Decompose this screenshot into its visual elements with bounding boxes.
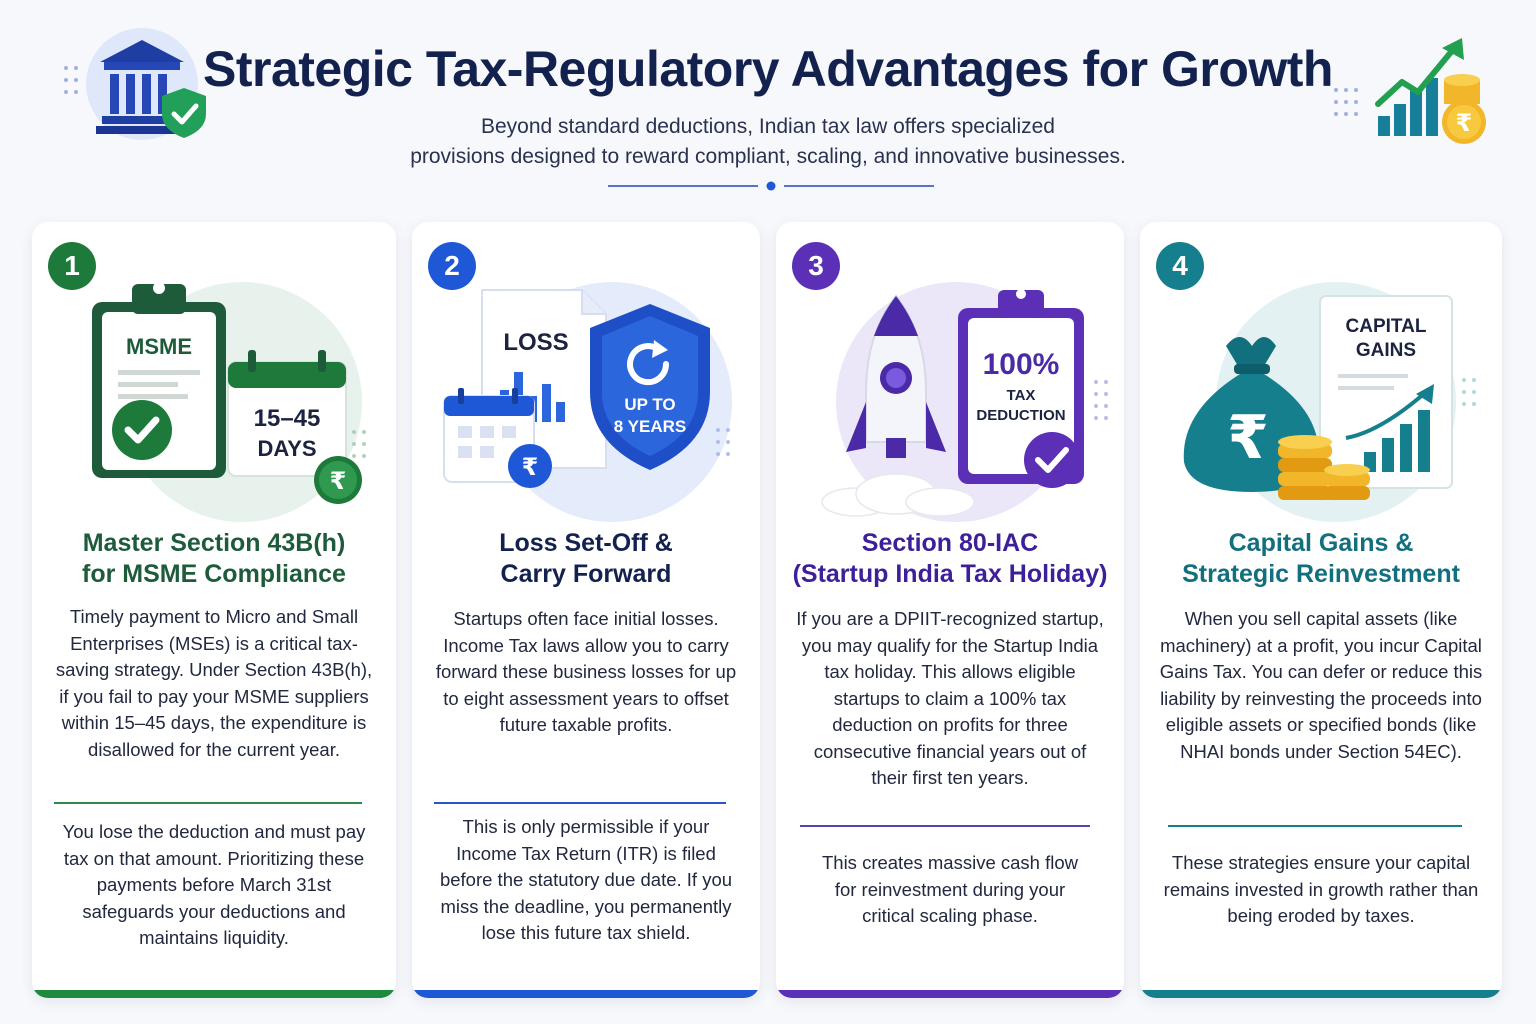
step-number-badge: 2 [428,242,476,290]
msme-illustration: MSME 15–45 DAYS ₹ [92,282,366,522]
card-divider [800,825,1090,827]
card-body: When you sell capital assets (like machi… [1159,608,1483,762]
loss-label: LOSS [503,329,568,356]
step-number-badge: 3 [792,242,840,290]
growth-chart-icon [1319,295,1453,489]
checkmark-icon [1024,432,1080,488]
svg-text:₹: ₹ [1456,109,1473,137]
svg-text:₹: ₹ [330,467,347,495]
card-title-line-2: Strategic Reinvestment [1182,560,1460,588]
capital-gains-illustration: CAPITAL GAINS ₹ [1183,282,1476,522]
step-number-badge: 4 [1156,242,1204,290]
card-loss-carry-forward: 2 LOSS ₹ [412,222,760,998]
card-title-line-1: Loss Set-Off & [499,529,673,557]
card-msme-compliance: 1 MSME 15–45 DAYS ₹ [32,222,396,998]
startup-illustration: 100% TAX DEDUCTION [821,282,1108,522]
card-note: This is only permissible if your Income … [439,816,733,943]
bank-icon [64,28,206,140]
refresh-icon [627,340,670,386]
card-note: This creates massive cash flow for reinv… [821,852,1078,926]
card-title-line-2: (Startup India Tax Holiday) [792,560,1108,588]
card-divider [434,802,726,804]
percent-label: 100% [983,348,1060,381]
loss-illustration: LOSS ₹ UP TO 8 YEARS [443,282,732,522]
capital-gains-label-line-2: GAINS [1356,340,1416,361]
card-accent-bar [412,990,760,998]
step-number-badge: 1 [48,242,96,290]
card-title: Master Section 43B(h) for MSME Complianc… [42,528,386,590]
subtitle-line-2: provisions designed to reward compliant,… [410,145,1126,168]
card-title: Loss Set-Off & Carry Forward [422,528,750,590]
card-body: Timely payment to Micro and Small Enterp… [55,606,373,760]
header-divider [608,181,934,191]
card-title-line-1: Capital Gains & [1228,529,1414,557]
svg-text:₹: ₹ [522,453,539,481]
shield-check-icon [162,88,206,138]
card-accent-bar [32,990,396,998]
days-unit-label: DAYS [257,436,316,461]
rocket-icon [846,294,946,458]
deduction-label-line-2: DEDUCTION [976,407,1065,424]
card-title-line-1: Master Section 43B(h) [82,529,346,557]
deduction-label-line-1: TAX [1007,387,1036,404]
card-body: Startups often face initial losses. Inco… [435,608,737,735]
svg-text:₹: ₹ [1227,403,1269,473]
capital-gains-label-line-1: CAPITAL [1346,316,1427,337]
card-title-line-2: for MSME Compliance [82,560,346,588]
page-title: Strategic Tax-Regulatory Advantages for … [203,41,1333,97]
card-capital-gains: 4 CAPITAL GAINS ₹ [1140,222,1502,998]
coin-stack-icon [1278,435,1370,500]
card-divider [54,802,362,804]
card-divider [1168,825,1462,827]
page-subtitle: Beyond standard deductions, Indian tax l… [330,112,1206,172]
shield-label-line-2: 8 YEARS [614,417,686,436]
card-title: Capital Gains & Strategic Reinvestment [1150,528,1492,590]
calendar-icon [227,350,347,477]
header: Strategic Tax-Regulatory Advantages for … [0,0,1536,210]
shield-label-line-1: UP TO [624,395,675,414]
subtitle-line-1: Beyond standard deductions, Indian tax l… [481,115,1055,138]
days-range-label: 15–45 [254,405,321,432]
rupee-coin-icon [508,444,552,488]
checkmark-icon [112,400,172,460]
card-accent-bar [1140,990,1502,998]
card-body: If you are a DPIIT-recognized startup, y… [796,608,1104,788]
card-note: You lose the deduction and must pay tax … [62,821,366,948]
msme-label: MSME [126,334,192,359]
card-title: Section 80-IAC (Startup India Tax Holida… [786,528,1114,590]
growth-chart-icon: ₹ [1334,38,1486,144]
card-title-line-2: Carry Forward [500,560,672,588]
card-accent-bar [776,990,1124,998]
card-startup-tax-holiday: 3 100% TAX DED [776,222,1124,998]
card-title-line-1: Section 80-IAC [861,529,1039,557]
card-note: These strategies ensure your capital rem… [1163,852,1479,926]
